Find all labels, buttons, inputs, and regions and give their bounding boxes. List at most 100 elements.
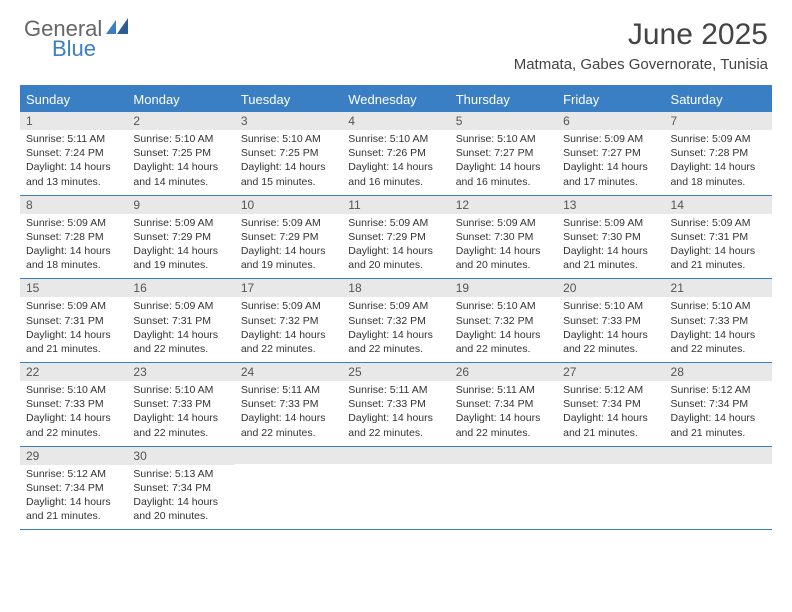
day-cell: [235, 447, 342, 530]
day-cell: 6Sunrise: 5:09 AMSunset: 7:27 PMDaylight…: [557, 112, 664, 195]
weekday-header-row: Sunday Monday Tuesday Wednesday Thursday…: [20, 87, 772, 112]
day-number: 1: [20, 112, 127, 130]
weekday-header: Thursday: [450, 87, 557, 112]
day-details: Sunrise: 5:10 AMSunset: 7:33 PMDaylight:…: [557, 297, 664, 356]
day-cell: [665, 447, 772, 530]
weekday-header: Saturday: [665, 87, 772, 112]
day-details: Sunrise: 5:10 AMSunset: 7:27 PMDaylight:…: [450, 130, 557, 189]
week-row: 15Sunrise: 5:09 AMSunset: 7:31 PMDayligh…: [20, 279, 772, 363]
day-details: Sunrise: 5:09 AMSunset: 7:31 PMDaylight:…: [127, 297, 234, 356]
day-details: Sunrise: 5:09 AMSunset: 7:32 PMDaylight:…: [235, 297, 342, 356]
day-details: Sunrise: 5:09 AMSunset: 7:28 PMDaylight:…: [20, 214, 127, 273]
day-number: [342, 447, 449, 464]
day-details: Sunrise: 5:12 AMSunset: 7:34 PMDaylight:…: [665, 381, 772, 440]
day-cell: 2Sunrise: 5:10 AMSunset: 7:25 PMDaylight…: [127, 112, 234, 195]
day-cell: 22Sunrise: 5:10 AMSunset: 7:33 PMDayligh…: [20, 363, 127, 446]
day-cell: 19Sunrise: 5:10 AMSunset: 7:32 PMDayligh…: [450, 279, 557, 362]
header: General Blue June 2025 Matmata, Gabes Go…: [0, 0, 792, 77]
day-details: Sunrise: 5:10 AMSunset: 7:26 PMDaylight:…: [342, 130, 449, 189]
day-cell: 8Sunrise: 5:09 AMSunset: 7:28 PMDaylight…: [20, 196, 127, 279]
day-details: Sunrise: 5:09 AMSunset: 7:31 PMDaylight:…: [20, 297, 127, 356]
day-details: Sunrise: 5:09 AMSunset: 7:29 PMDaylight:…: [235, 214, 342, 273]
weekday-header: Friday: [557, 87, 664, 112]
day-cell: [342, 447, 449, 530]
day-details: Sunrise: 5:09 AMSunset: 7:31 PMDaylight:…: [665, 214, 772, 273]
day-cell: 14Sunrise: 5:09 AMSunset: 7:31 PMDayligh…: [665, 196, 772, 279]
day-details: Sunrise: 5:09 AMSunset: 7:30 PMDaylight:…: [450, 214, 557, 273]
day-cell: 28Sunrise: 5:12 AMSunset: 7:34 PMDayligh…: [665, 363, 772, 446]
day-number: 15: [20, 279, 127, 297]
day-number: 29: [20, 447, 127, 465]
day-details: Sunrise: 5:11 AMSunset: 7:33 PMDaylight:…: [342, 381, 449, 440]
week-row: 29Sunrise: 5:12 AMSunset: 7:34 PMDayligh…: [20, 447, 772, 531]
week-row: 8Sunrise: 5:09 AMSunset: 7:28 PMDaylight…: [20, 196, 772, 280]
day-number: [665, 447, 772, 464]
day-cell: 11Sunrise: 5:09 AMSunset: 7:29 PMDayligh…: [342, 196, 449, 279]
day-number: 22: [20, 363, 127, 381]
day-cell: 21Sunrise: 5:10 AMSunset: 7:33 PMDayligh…: [665, 279, 772, 362]
brand-word-2: Blue: [52, 38, 96, 60]
weekday-header: Wednesday: [342, 87, 449, 112]
day-number: 10: [235, 196, 342, 214]
month-title: June 2025: [514, 18, 768, 52]
day-cell: 23Sunrise: 5:10 AMSunset: 7:33 PMDayligh…: [127, 363, 234, 446]
day-cell: 18Sunrise: 5:09 AMSunset: 7:32 PMDayligh…: [342, 279, 449, 362]
location-text: Matmata, Gabes Governorate, Tunisia: [514, 56, 768, 73]
day-number: 3: [235, 112, 342, 130]
day-cell: 12Sunrise: 5:09 AMSunset: 7:30 PMDayligh…: [450, 196, 557, 279]
day-cell: 13Sunrise: 5:09 AMSunset: 7:30 PMDayligh…: [557, 196, 664, 279]
day-details: Sunrise: 5:10 AMSunset: 7:33 PMDaylight:…: [20, 381, 127, 440]
brand-flag-icon: [106, 18, 132, 40]
week-row: 1Sunrise: 5:11 AMSunset: 7:24 PMDaylight…: [20, 112, 772, 196]
day-cell: 3Sunrise: 5:10 AMSunset: 7:25 PMDaylight…: [235, 112, 342, 195]
day-number: 11: [342, 196, 449, 214]
day-number: [450, 447, 557, 464]
day-details: Sunrise: 5:09 AMSunset: 7:30 PMDaylight:…: [557, 214, 664, 273]
weekday-header: Sunday: [20, 87, 127, 112]
calendar: Sunday Monday Tuesday Wednesday Thursday…: [20, 85, 772, 530]
day-number: 6: [557, 112, 664, 130]
day-number: 27: [557, 363, 664, 381]
day-number: 25: [342, 363, 449, 381]
day-cell: 16Sunrise: 5:09 AMSunset: 7:31 PMDayligh…: [127, 279, 234, 362]
day-number: 7: [665, 112, 772, 130]
day-details: Sunrise: 5:11 AMSunset: 7:24 PMDaylight:…: [20, 130, 127, 189]
day-number: 30: [127, 447, 234, 465]
day-details: Sunrise: 5:09 AMSunset: 7:29 PMDaylight:…: [127, 214, 234, 273]
day-cell: 10Sunrise: 5:09 AMSunset: 7:29 PMDayligh…: [235, 196, 342, 279]
day-number: 12: [450, 196, 557, 214]
day-details: Sunrise: 5:12 AMSunset: 7:34 PMDaylight:…: [557, 381, 664, 440]
day-number: 18: [342, 279, 449, 297]
day-cell: 15Sunrise: 5:09 AMSunset: 7:31 PMDayligh…: [20, 279, 127, 362]
day-details: Sunrise: 5:12 AMSunset: 7:34 PMDaylight:…: [20, 465, 127, 524]
day-cell: 5Sunrise: 5:10 AMSunset: 7:27 PMDaylight…: [450, 112, 557, 195]
day-cell: [450, 447, 557, 530]
day-details: Sunrise: 5:10 AMSunset: 7:25 PMDaylight:…: [127, 130, 234, 189]
day-number: 19: [450, 279, 557, 297]
day-cell: 4Sunrise: 5:10 AMSunset: 7:26 PMDaylight…: [342, 112, 449, 195]
day-details: Sunrise: 5:09 AMSunset: 7:32 PMDaylight:…: [342, 297, 449, 356]
day-details: Sunrise: 5:10 AMSunset: 7:25 PMDaylight:…: [235, 130, 342, 189]
weeks-container: 1Sunrise: 5:11 AMSunset: 7:24 PMDaylight…: [20, 112, 772, 530]
day-details: Sunrise: 5:10 AMSunset: 7:32 PMDaylight:…: [450, 297, 557, 356]
day-number: [235, 447, 342, 464]
day-number: 16: [127, 279, 234, 297]
day-number: 4: [342, 112, 449, 130]
day-number: [557, 447, 664, 464]
day-cell: 24Sunrise: 5:11 AMSunset: 7:33 PMDayligh…: [235, 363, 342, 446]
day-number: 23: [127, 363, 234, 381]
day-details: Sunrise: 5:10 AMSunset: 7:33 PMDaylight:…: [665, 297, 772, 356]
weekday-header: Monday: [127, 87, 234, 112]
day-details: Sunrise: 5:09 AMSunset: 7:27 PMDaylight:…: [557, 130, 664, 189]
day-number: 2: [127, 112, 234, 130]
day-cell: 7Sunrise: 5:09 AMSunset: 7:28 PMDaylight…: [665, 112, 772, 195]
day-details: Sunrise: 5:09 AMSunset: 7:28 PMDaylight:…: [665, 130, 772, 189]
title-block: June 2025 Matmata, Gabes Governorate, Tu…: [514, 18, 768, 73]
day-number: 28: [665, 363, 772, 381]
day-cell: 29Sunrise: 5:12 AMSunset: 7:34 PMDayligh…: [20, 447, 127, 530]
week-row: 22Sunrise: 5:10 AMSunset: 7:33 PMDayligh…: [20, 363, 772, 447]
day-details: Sunrise: 5:10 AMSunset: 7:33 PMDaylight:…: [127, 381, 234, 440]
weekday-header: Tuesday: [235, 87, 342, 112]
day-number: 13: [557, 196, 664, 214]
brand-logo: General Blue: [24, 18, 132, 60]
